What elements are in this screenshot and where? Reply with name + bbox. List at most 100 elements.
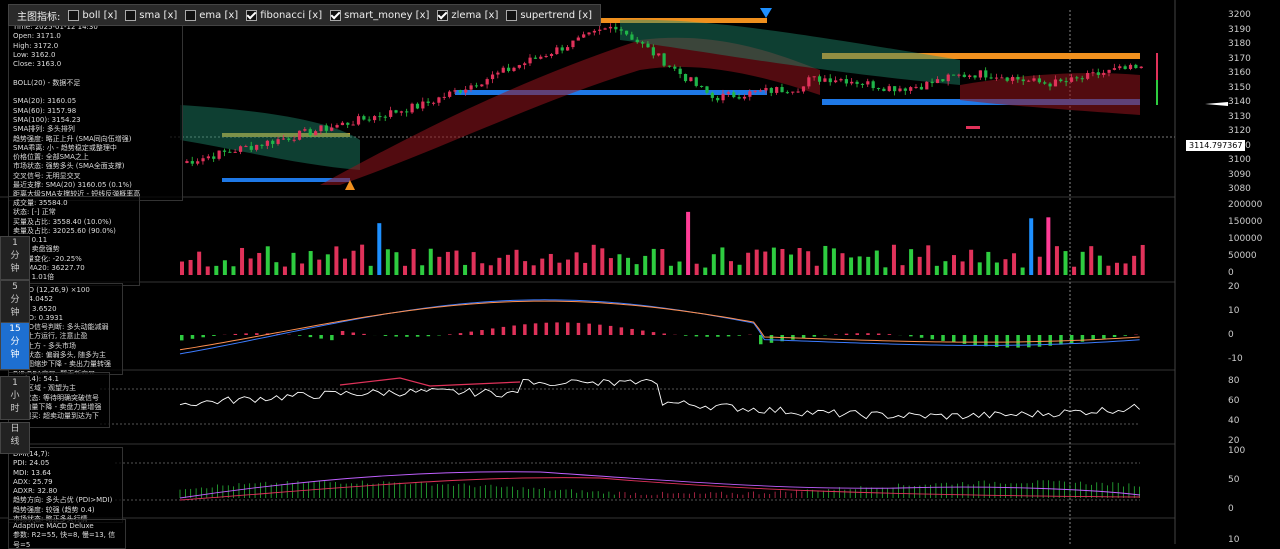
- macd-histogram-bar: [523, 324, 527, 335]
- candle-body: [282, 139, 285, 140]
- candle-body: [1097, 72, 1100, 75]
- volume-bar: [652, 249, 656, 275]
- toggle-fibonacci[interactable]: fibonacci [x]: [246, 10, 322, 21]
- price-arrow: [1205, 102, 1228, 106]
- volume-bar: [866, 257, 870, 275]
- candle-body: [464, 90, 467, 93]
- checkbox-smart-money[interactable]: [330, 10, 341, 21]
- candle-body: [652, 47, 655, 55]
- candle-body: [561, 47, 564, 50]
- toggle-boll[interactable]: boll [x]: [68, 10, 117, 21]
- volume-bar: [180, 262, 184, 275]
- candle-body: [427, 102, 430, 103]
- checkbox-zlema[interactable]: [437, 10, 448, 21]
- volume-bar: [738, 265, 742, 275]
- candle-body: [1107, 70, 1110, 73]
- dmi-info-line: MDI: 13.64: [13, 469, 118, 478]
- toggle-supertrend[interactable]: supertrend [x]: [506, 10, 592, 21]
- candle-body: [700, 86, 703, 87]
- candle-body: [898, 88, 901, 91]
- candle-body: [914, 87, 917, 88]
- macd-histogram-bar: [405, 335, 409, 337]
- volume-bar: [549, 254, 553, 275]
- candle-body: [411, 104, 414, 113]
- candle-body: [223, 151, 226, 152]
- candle-body: [909, 87, 912, 91]
- macd-histogram-bar: [866, 333, 870, 335]
- candle-body: [448, 92, 451, 97]
- macd-histogram-bar: [319, 335, 323, 339]
- volume-info-line: 成交量变化: -20.25%: [13, 255, 135, 264]
- macd-histogram-bar: [941, 335, 945, 341]
- toggle-zlema[interactable]: zlema [x]: [437, 10, 498, 21]
- macd-histogram-bar: [1113, 335, 1117, 337]
- volume-bar: [1132, 256, 1136, 275]
- price-axis-tick: 3180: [1228, 39, 1251, 49]
- candle-body: [834, 80, 837, 82]
- candle-body: [335, 125, 338, 127]
- checkbox-supertrend[interactable]: [506, 10, 517, 21]
- checkbox-fibonacci[interactable]: [246, 10, 257, 21]
- toggle-sma[interactable]: sma [x]: [125, 10, 177, 21]
- candle-body: [1027, 81, 1030, 82]
- candle-body: [1065, 81, 1068, 82]
- candle-body: [1049, 84, 1052, 87]
- macd-histogram-bar: [459, 333, 463, 335]
- volume-bar: [1098, 256, 1102, 275]
- macd-histogram-bar: [738, 335, 742, 336]
- macd-histogram-bar: [480, 330, 484, 335]
- candle-body: [775, 87, 778, 93]
- volume-bar: [557, 263, 561, 275]
- volume-bar: [883, 267, 887, 275]
- candle-body: [888, 86, 891, 91]
- macd-histogram-bar: [695, 335, 699, 336]
- volume-bar: [403, 266, 407, 275]
- candle-body: [389, 110, 392, 117]
- toggle-smart-money[interactable]: smart_money [x]: [330, 10, 429, 21]
- volume-bar: [300, 263, 304, 275]
- candle-body: [459, 90, 462, 92]
- checkbox-boll[interactable]: [68, 10, 79, 21]
- checkbox-ema[interactable]: [185, 10, 196, 21]
- price-info-line: 最近支撑: SMA(20) 3160.05 (0.1%): [13, 181, 178, 190]
- candle-body: [1091, 72, 1094, 73]
- volume-bar: [283, 267, 287, 275]
- volume-bar: [592, 245, 596, 275]
- candle-body: [207, 156, 210, 158]
- candle-body: [829, 78, 832, 82]
- candle-body: [496, 73, 499, 75]
- candle-body: [990, 77, 993, 78]
- candle-body: [748, 91, 751, 96]
- volume-bar: [798, 248, 802, 275]
- volume-bar: [583, 263, 587, 275]
- candle-body: [695, 77, 698, 86]
- macd-histogram-bar: [952, 335, 956, 342]
- volume-bar: [309, 251, 313, 275]
- candle-body: [673, 67, 676, 69]
- timeframe-daily-button[interactable]: 日线: [0, 422, 30, 454]
- volume-bar: [849, 257, 853, 275]
- volume-bar: [1081, 252, 1085, 275]
- macd-histogram-bar: [512, 326, 516, 335]
- volume-bar: [292, 253, 296, 275]
- candle-body: [191, 161, 194, 164]
- candle-body: [1043, 82, 1046, 83]
- crosshair-price-label: 3114.797367: [1186, 140, 1245, 151]
- price-axis-tick: 3200: [1228, 10, 1251, 20]
- candle-body: [973, 75, 976, 77]
- volume-bar: [326, 254, 330, 275]
- toggle-ema[interactable]: ema [x]: [185, 10, 238, 21]
- macd-histogram-bar: [180, 335, 184, 340]
- macd-histogram-bar: [298, 335, 302, 336]
- macd-histogram-bar: [416, 335, 420, 337]
- candle-body: [298, 131, 301, 140]
- checkbox-sma[interactable]: [125, 10, 136, 21]
- macd-histogram-bar: [845, 334, 849, 335]
- macd-axis-tick: 0: [1228, 330, 1234, 340]
- volume-bar: [1124, 263, 1128, 275]
